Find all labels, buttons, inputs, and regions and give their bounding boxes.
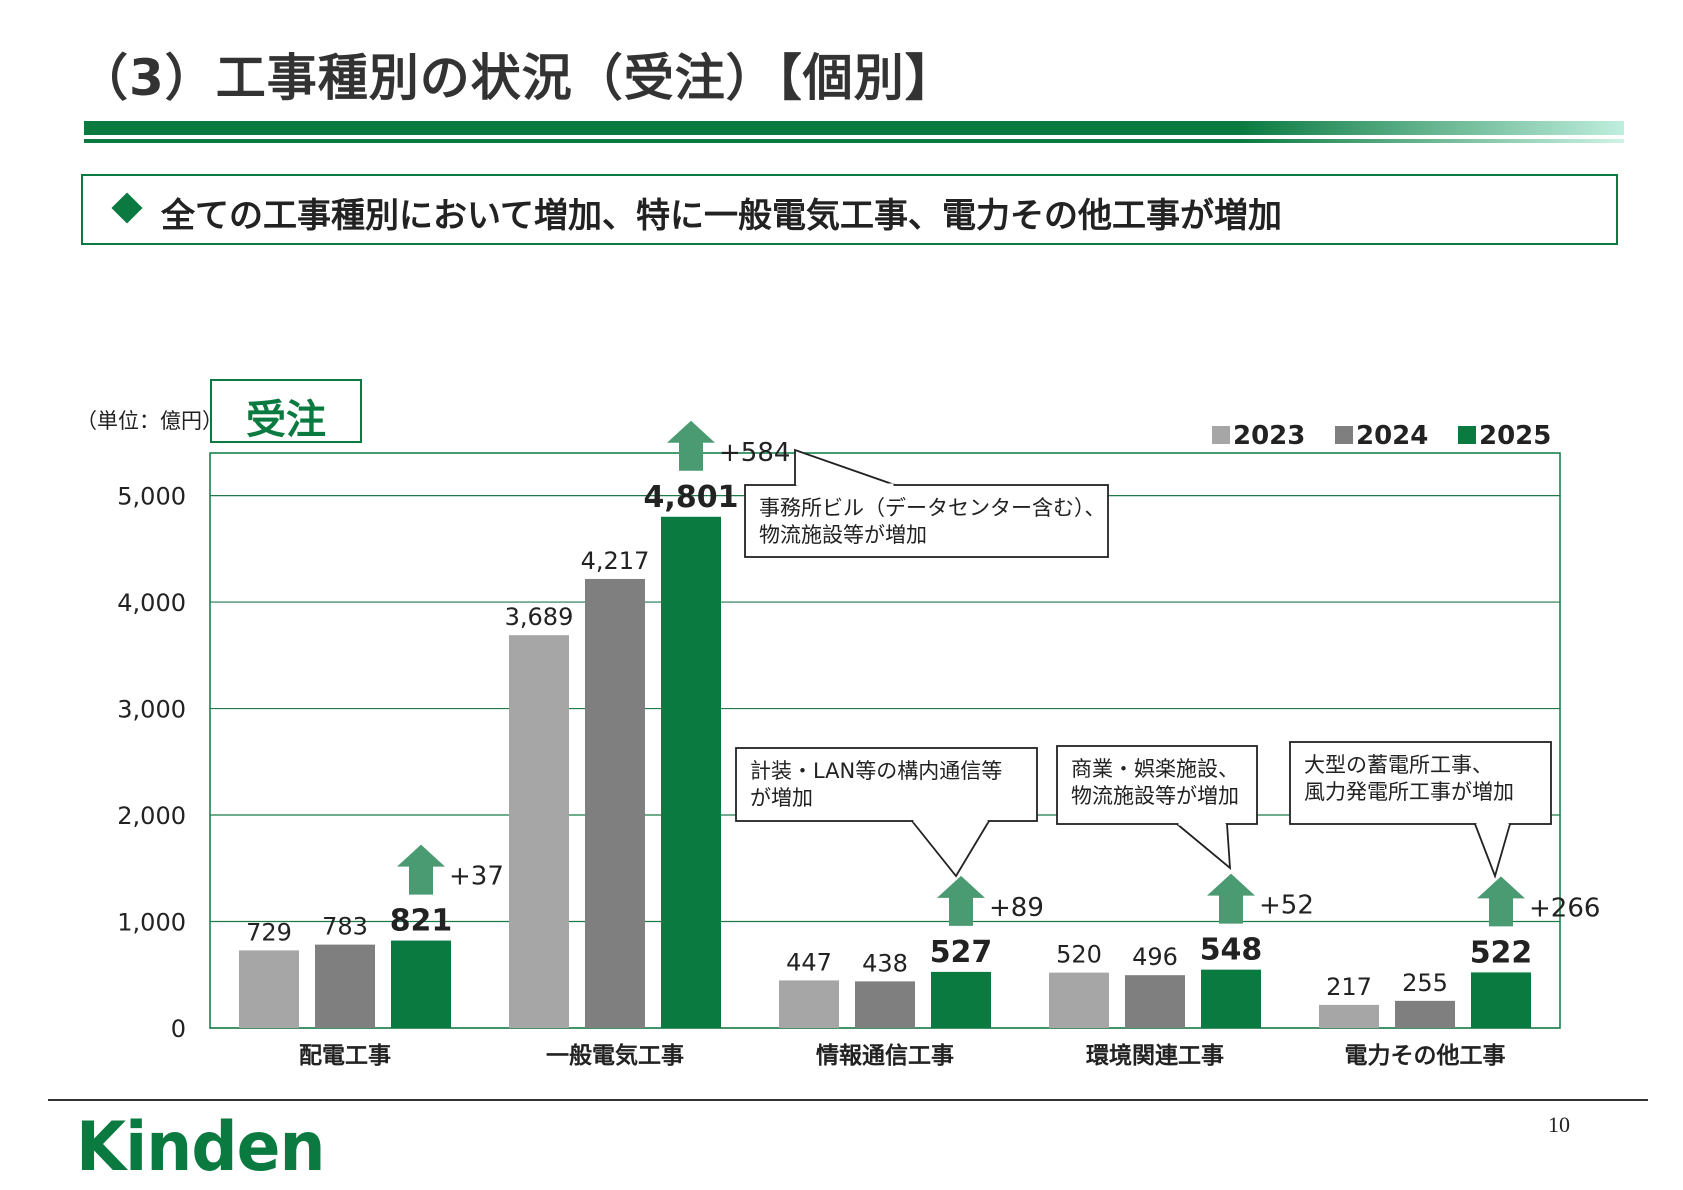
- y-tick-label: 1,000: [117, 909, 186, 937]
- bar-2024: [315, 944, 375, 1028]
- bar-2024: [585, 578, 645, 1028]
- bar-2024: [1125, 975, 1185, 1028]
- x-category-label: 情報通信工事: [816, 1042, 954, 1069]
- legend-label-2023: 2023: [1233, 421, 1305, 451]
- bar-2023: [239, 950, 299, 1028]
- legend-swatch-2024: [1335, 426, 1353, 444]
- increase-arrow-icon: [667, 420, 715, 471]
- callout-pointer: [794, 448, 896, 486]
- change-label: +266: [1529, 893, 1600, 923]
- y-tick-label: 2,000: [117, 802, 186, 830]
- callout-box: [735, 747, 1038, 822]
- y-tick-label: 0: [171, 1015, 186, 1043]
- x-category-label: 配電工事: [299, 1043, 391, 1069]
- bar-value-label: 783: [322, 913, 368, 941]
- bar-value-label: 438: [862, 949, 908, 977]
- bar-value-label: 522: [1470, 935, 1533, 970]
- y-tick-label: 4,000: [117, 589, 186, 617]
- bar-value-label: 217: [1326, 973, 1372, 1001]
- x-category-label: 環境関連工事: [1086, 1042, 1224, 1069]
- bar-2025: [931, 971, 991, 1028]
- callout-text: 物流施設等が増加: [1071, 784, 1239, 808]
- increase-arrow-icon: [937, 875, 985, 926]
- bar-value-label: 447: [786, 948, 832, 976]
- callout-box: [1289, 741, 1552, 825]
- title-rule: [84, 121, 1624, 135]
- slide-title: （3）工事種別の状況（受注）【個別】: [78, 49, 956, 107]
- legend-swatch-2023: [1212, 426, 1230, 444]
- change-label: +584: [719, 438, 790, 468]
- title-rule-thin: [84, 139, 1624, 143]
- callout-text: 大型の蓄電所工事、: [1304, 753, 1493, 777]
- unit-label: （単位：億円）: [76, 409, 223, 433]
- callout-text: 物流施設等が増加: [759, 523, 927, 547]
- change-label: +89: [989, 893, 1044, 923]
- chart-label-box: 受注: [210, 379, 362, 443]
- bar-value-label: 4,217: [581, 547, 650, 575]
- legend-label-2025: 2025: [1479, 421, 1551, 451]
- bar-2025: [1471, 972, 1531, 1028]
- increase-arrow-icon: [1207, 873, 1255, 924]
- bar-2023: [1319, 1004, 1379, 1028]
- bar-value-label: 527: [930, 935, 993, 970]
- callout-text: 風力発電所工事が増加: [1304, 780, 1514, 804]
- page-number: 10: [1548, 1112, 1570, 1137]
- change-label: +37: [449, 862, 504, 892]
- callout-pointer: [1176, 823, 1232, 871]
- callout-pointer: [911, 820, 990, 878]
- change-label: +52: [1259, 891, 1314, 921]
- y-tick-label: 5,000: [117, 483, 186, 511]
- footer-rule: [48, 1099, 1648, 1101]
- x-category-label: 一般電気工事: [546, 1042, 684, 1069]
- bar-value-label: 548: [1200, 933, 1263, 968]
- headline-box: 全ての工事種別において増加、特に一般電気工事、電力その他工事が増加: [81, 174, 1618, 245]
- increase-arrow-icon: [1477, 876, 1525, 927]
- callout-box: [744, 484, 1109, 558]
- bar-2025: [391, 940, 451, 1028]
- callout-text: 計装・LAN等の構内通信等: [750, 759, 1002, 783]
- bar-value-label: 520: [1056, 941, 1102, 969]
- bar-value-label: 3,689: [505, 603, 574, 631]
- bar-2023: [509, 635, 569, 1028]
- callout-text: が増加: [750, 786, 813, 810]
- chart-label: 受注: [246, 397, 326, 443]
- bar-2023: [779, 980, 839, 1028]
- y-tick-label: 3,000: [117, 696, 186, 724]
- bar-value-label: 496: [1132, 943, 1178, 971]
- legend-swatch-2025: [1458, 426, 1476, 444]
- x-category-label: 電力その他工事: [1345, 1043, 1506, 1069]
- bar-2025: [1201, 969, 1261, 1028]
- legend-label-2024: 2024: [1356, 421, 1428, 451]
- bar-value-label: 821: [390, 904, 453, 939]
- bar-2025: [661, 516, 721, 1028]
- increase-arrow-icon: [397, 844, 445, 895]
- callout-pointer: [1474, 823, 1511, 879]
- bar-2023: [1049, 972, 1109, 1028]
- kinden-logo: Kinden: [76, 1108, 325, 1187]
- callout-text: 商業・娯楽施設、: [1071, 757, 1239, 781]
- callout-text: 事務所ビル（データセンター含む）、: [759, 496, 1106, 520]
- bar-value-label: 4,801: [644, 480, 739, 515]
- callout-box: [1056, 745, 1258, 825]
- bar-2024: [855, 981, 915, 1028]
- bar-2024: [1395, 1000, 1455, 1028]
- bar-value-label: 255: [1402, 969, 1448, 997]
- headline-text: 全ての工事種別において増加、特に一般電気工事、電力その他工事が増加: [161, 196, 1282, 236]
- bar-value-label: 729: [246, 918, 292, 946]
